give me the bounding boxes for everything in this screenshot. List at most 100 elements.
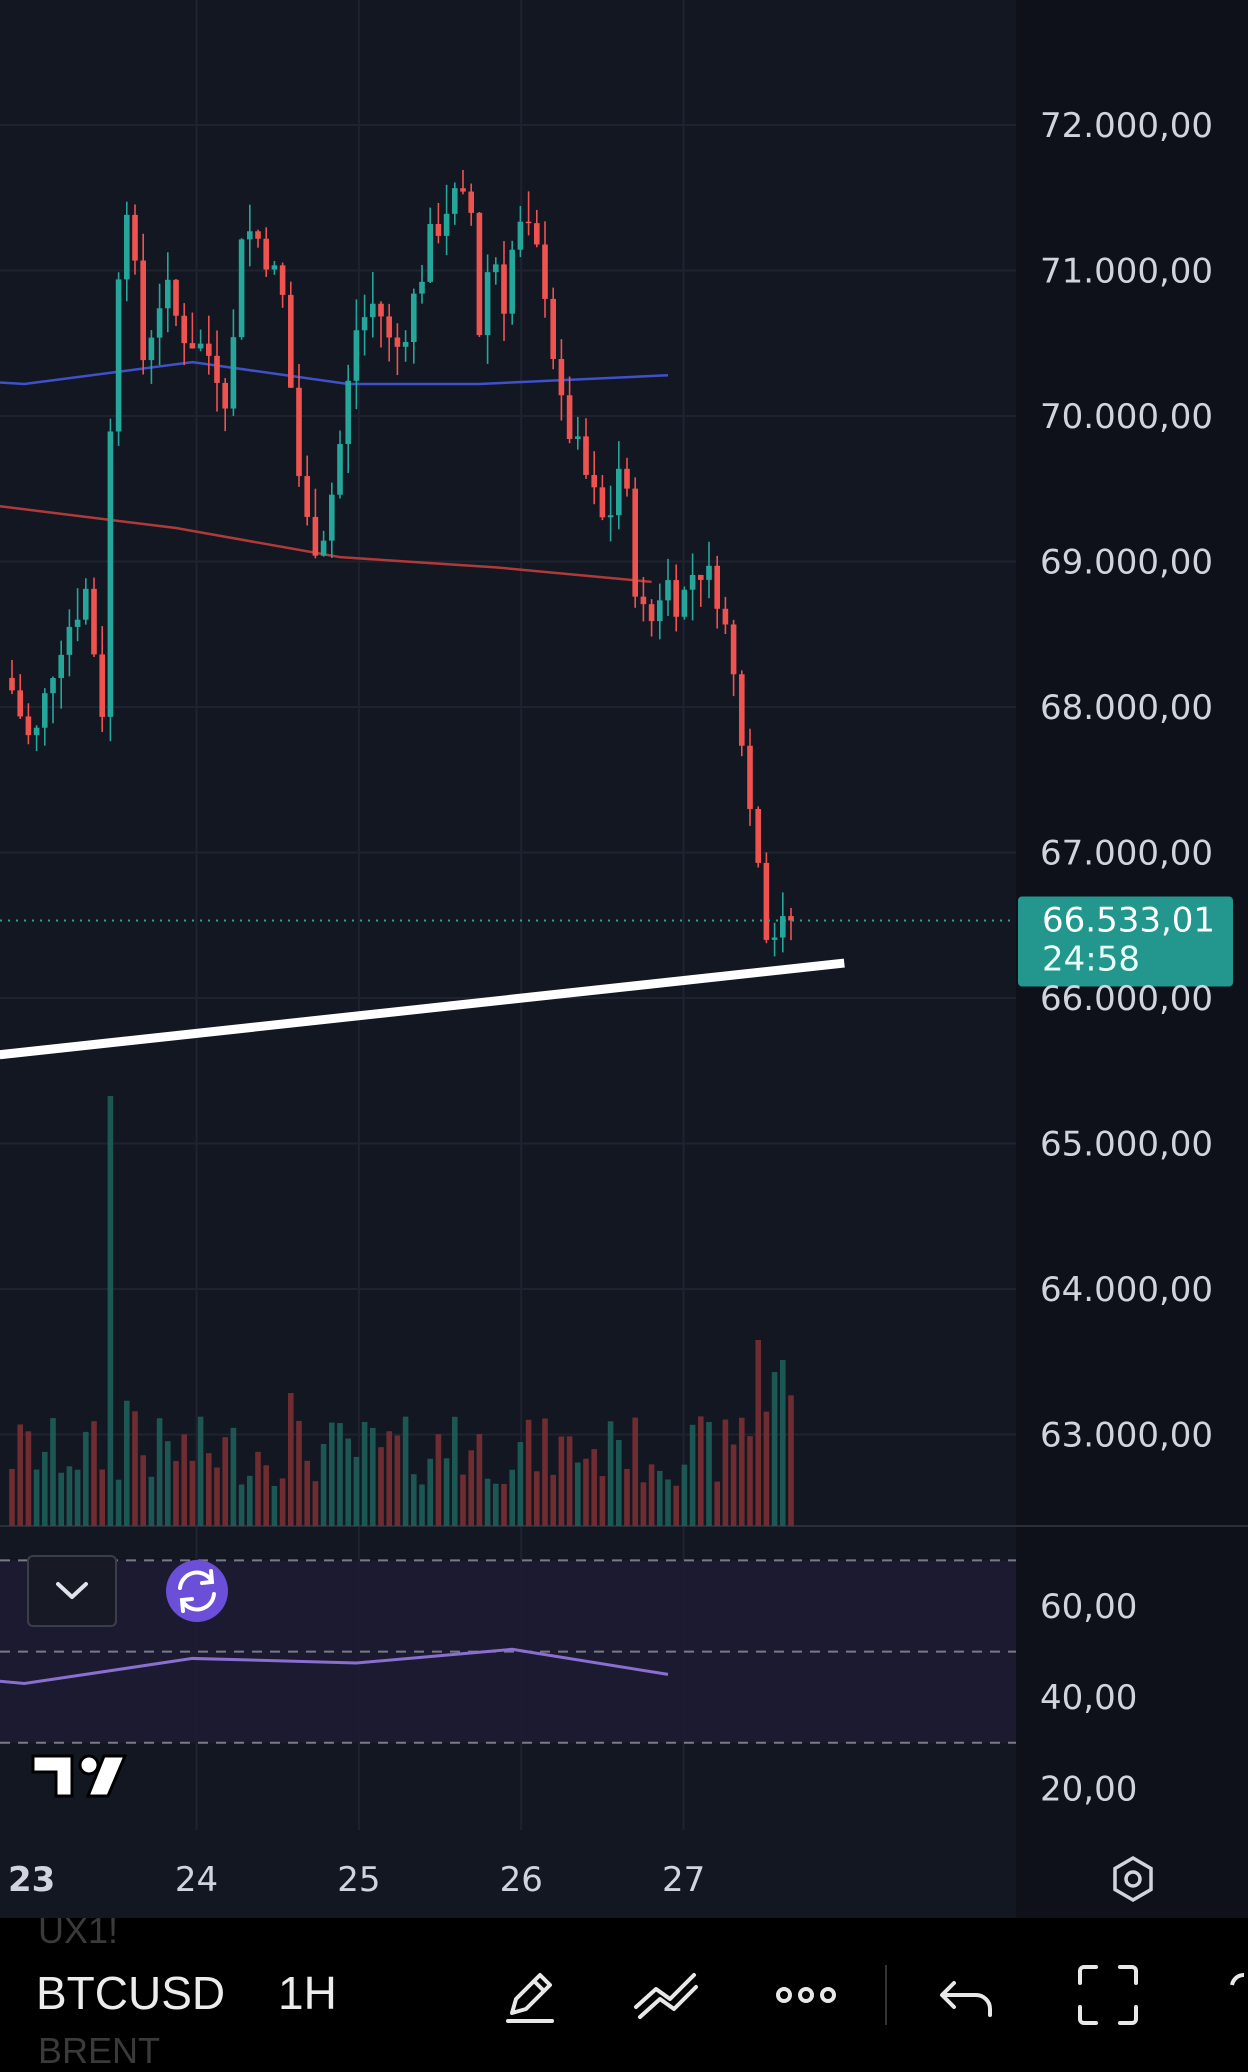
candle-body [58, 654, 64, 679]
symbol-selector[interactable]: BTCUSD [36, 1967, 226, 2019]
candle-body [370, 303, 376, 318]
candle-body [493, 264, 499, 273]
candle-body [599, 487, 606, 518]
candle-body [386, 316, 392, 338]
fullscreen-icon [1078, 1965, 1138, 2025]
volume-bar [689, 1424, 696, 1526]
volume-bar [632, 1417, 638, 1526]
volume-bar [115, 1479, 122, 1526]
volume-bar [591, 1449, 597, 1526]
volume-bar [140, 1455, 146, 1526]
moving-average-red [0, 504, 652, 584]
chevron-down-icon [56, 1582, 88, 1599]
candle-body [780, 916, 786, 938]
volume-bar [599, 1476, 606, 1526]
candle-body [173, 279, 179, 316]
volume-bar [394, 1435, 401, 1526]
moving-averages [0, 360, 669, 584]
candle-body [616, 468, 622, 516]
volume-bar [517, 1442, 524, 1526]
volume-bar [484, 1478, 491, 1526]
candle-body [755, 808, 761, 863]
volume-bar [583, 1458, 589, 1526]
axis-labels: 72.000,00 71.000,00 70.000,00 69.000,00 68.0… [8, 106, 1213, 1900]
candle-body [771, 937, 778, 940]
oscillator-line [0, 1647, 669, 1686]
draw-button[interactable] [490, 1955, 570, 2035]
price-tick-label: 71.000,00 [1040, 252, 1213, 292]
volume-bar [542, 1418, 548, 1526]
volume-bar [189, 1460, 196, 1526]
candle-body [648, 604, 655, 622]
camera-button[interactable] [1218, 1955, 1248, 2035]
volume-bar [788, 1395, 794, 1526]
pen-icon [506, 1973, 554, 2023]
volume-bar [624, 1468, 630, 1526]
candle-body [107, 431, 114, 717]
candle-body [452, 188, 458, 214]
interval-selector[interactable]: 1H [278, 1967, 337, 2019]
candle-body [714, 565, 720, 609]
volume-bar [206, 1453, 212, 1526]
more-button[interactable] [766, 1955, 846, 2035]
candle-body [607, 515, 614, 518]
volume-bar [427, 1458, 433, 1526]
oscillator-tick-label: 20,00 [1040, 1769, 1137, 1809]
candle-body [206, 343, 212, 356]
candle-body [411, 293, 417, 343]
volume-bar [681, 1464, 688, 1526]
volume-bar [42, 1451, 48, 1526]
collapse-pane-button[interactable] [27, 1555, 117, 1627]
volume-bar [279, 1478, 286, 1526]
volume-bar [238, 1484, 245, 1526]
candle-body [230, 337, 237, 409]
settings-button[interactable] [1113, 1855, 1153, 1903]
volume-bar [345, 1438, 351, 1526]
candle-body [33, 727, 40, 736]
gear-icon [1113, 1855, 1153, 1903]
refresh-button[interactable] [166, 1560, 228, 1622]
volume-bar [58, 1472, 64, 1526]
candle-body [673, 580, 679, 617]
volume-bar [493, 1483, 499, 1526]
volume-bar [550, 1474, 556, 1526]
candle-body [279, 265, 286, 295]
price-tick-label: 72.000,00 [1040, 106, 1213, 146]
volume-bar [730, 1444, 737, 1526]
fullscreen-button[interactable] [1068, 1955, 1148, 2035]
volume-bar [771, 1372, 778, 1526]
candle-body [747, 745, 753, 809]
volume-bar [320, 1443, 327, 1526]
volume-bar [132, 1411, 138, 1526]
candle-body [197, 343, 204, 349]
candle-body [17, 690, 23, 717]
candle-body [140, 260, 146, 361]
volume-bar [665, 1479, 671, 1526]
price-tick-label: 65.000,00 [1040, 1125, 1213, 1165]
candle-body [739, 674, 745, 746]
candle-body [632, 488, 638, 597]
candle-body [247, 231, 253, 240]
volume-bar [361, 1421, 368, 1526]
time-tick-label: 23 [8, 1860, 55, 1900]
volume-bar [50, 1418, 56, 1526]
candle-body [99, 654, 105, 717]
candle-body [74, 619, 81, 627]
volume-bar [271, 1485, 278, 1526]
drawing-tools-button[interactable] [626, 1955, 706, 2035]
undo-button[interactable] [928, 1955, 1008, 2035]
candle-body [214, 355, 220, 383]
price-tick-label: 69.000,00 [1040, 543, 1213, 583]
volume-bar [263, 1465, 269, 1526]
candle-body [345, 380, 351, 445]
volume-bar [370, 1427, 376, 1526]
volume-bar [739, 1417, 745, 1526]
candle-body [525, 221, 532, 224]
candle-body [443, 213, 450, 236]
volume-bar [255, 1451, 261, 1526]
candle-body [50, 678, 56, 694]
volume-bar [222, 1437, 228, 1526]
volume-bar [419, 1484, 425, 1526]
candle-body [419, 281, 425, 294]
